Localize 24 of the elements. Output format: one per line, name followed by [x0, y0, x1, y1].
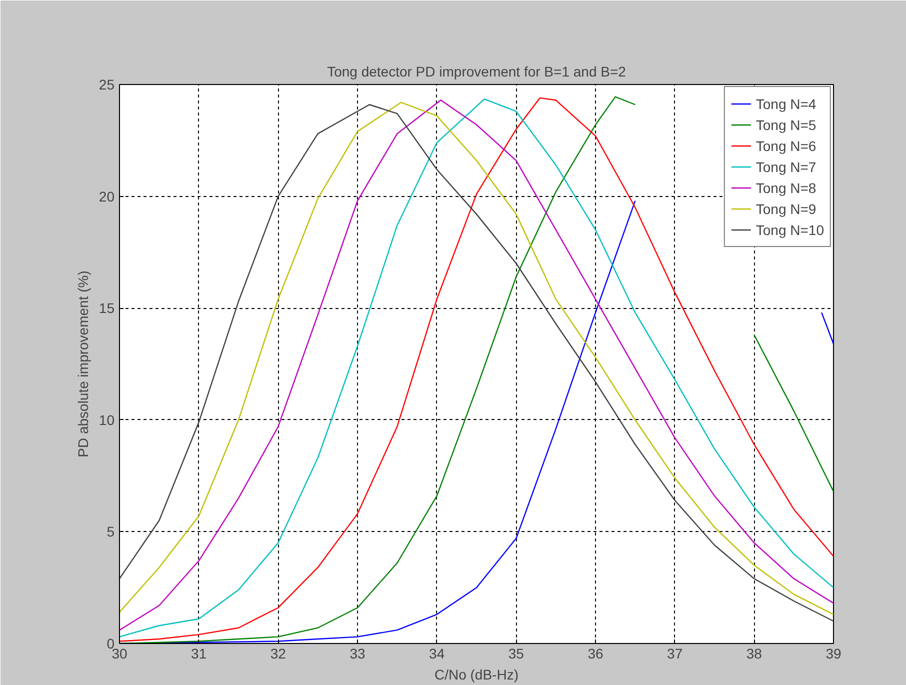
x-tick-label: 39: [826, 646, 842, 662]
y-tick-label: 5: [106, 524, 115, 540]
y-tick-label: 10: [98, 412, 115, 428]
x-tick-label: 31: [191, 646, 207, 662]
x-tick-label: 37: [667, 646, 683, 662]
chart-title: Tong detector PD improvement for B=1 and B=2: [327, 64, 626, 80]
y-tick-label: 20: [98, 188, 115, 204]
x-tick-label: 35: [508, 646, 524, 662]
legend-label: Tong N=5: [756, 116, 816, 135]
x-tick-label: 34: [429, 646, 445, 662]
x-tick-label: 33: [350, 646, 366, 662]
x-axis-title: C/No (dB-Hz): [434, 666, 519, 682]
legend-label: Tong N=4: [756, 94, 816, 114]
legend-label: Tong N=6: [756, 136, 816, 156]
legend-label: Tong N=10: [756, 220, 824, 240]
legend-label: Tong N=7: [756, 158, 816, 177]
legend-label: Tong N=8: [756, 178, 816, 198]
x-tick-label: 32: [270, 646, 286, 662]
y-tick-label: 25: [98, 76, 115, 92]
y-tick-label: 15: [98, 300, 115, 316]
x-tick-label: 38: [746, 646, 762, 662]
y-axis-title: PD absolute improvement (%): [74, 270, 91, 458]
x-tick-label: 36: [588, 646, 604, 662]
legend-label: Tong N=9: [756, 200, 816, 219]
